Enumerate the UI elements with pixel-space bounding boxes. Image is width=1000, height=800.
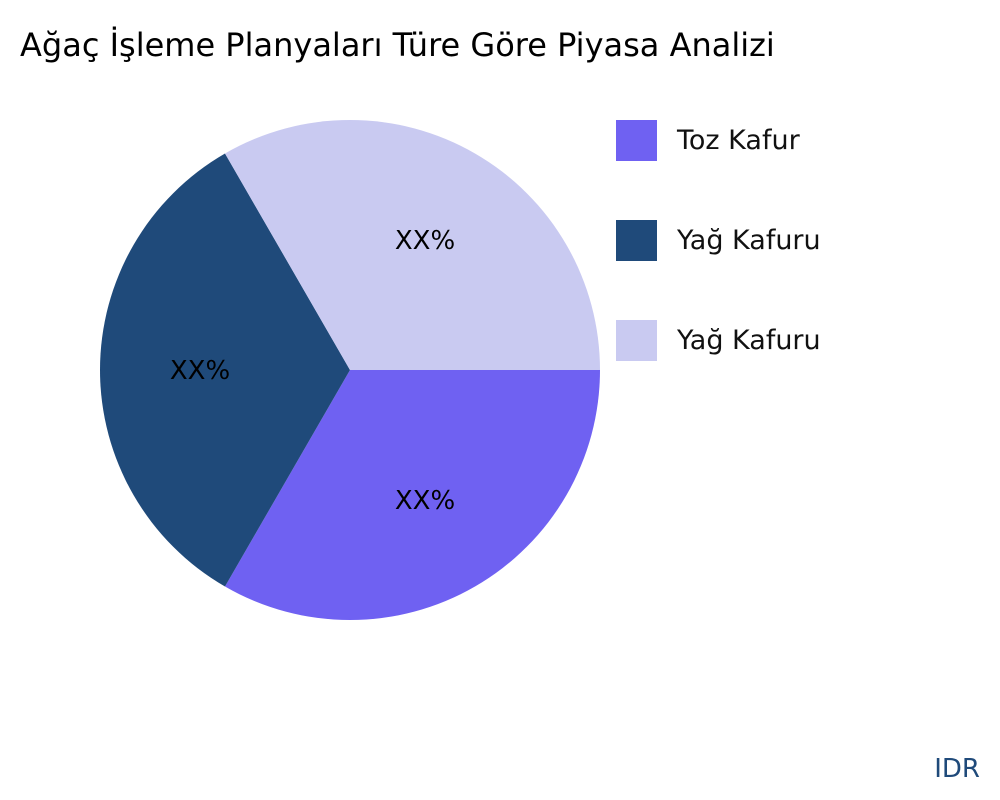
legend-swatch xyxy=(616,320,657,361)
slice-label: XX% xyxy=(170,356,230,386)
legend-item: Yağ Kafuru xyxy=(616,320,821,361)
slice-label: XX% xyxy=(395,486,455,516)
legend-item: Yağ Kafuru xyxy=(616,220,821,261)
slice-label: XX% xyxy=(395,226,455,256)
legend-swatch xyxy=(616,220,657,261)
legend-swatch xyxy=(616,120,657,161)
brand-logo-text: IDR xyxy=(934,754,980,784)
pie-slice xyxy=(225,119,600,370)
legend-item: Toz Kafur xyxy=(616,120,800,161)
legend-label: Yağ Kafuru xyxy=(677,325,821,356)
pie-slice xyxy=(225,370,600,620)
chart-title: Ağaç İşleme Planyaları Türe Göre Piyasa … xyxy=(20,26,775,64)
legend-label: Yağ Kafuru xyxy=(677,225,821,256)
legend-label: Toz Kafur xyxy=(677,125,800,156)
